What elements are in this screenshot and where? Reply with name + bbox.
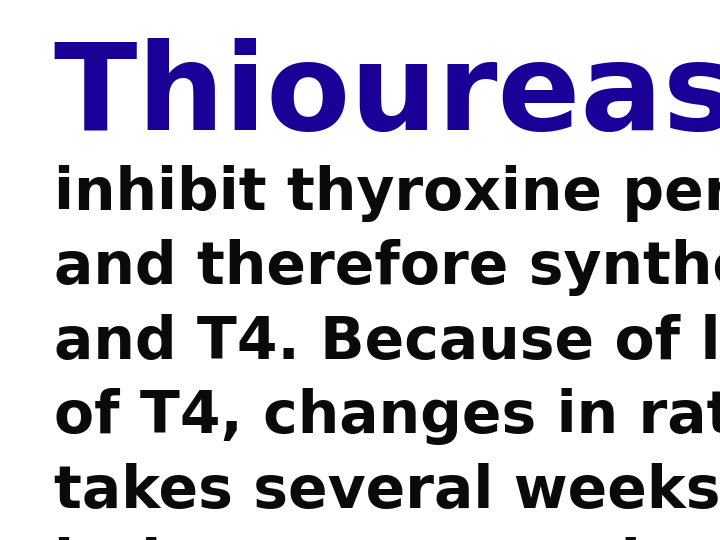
Text: Thioureas agent: Thioureas agent <box>54 38 720 156</box>
Text: lating concentrations to norm: lating concentrations to norm <box>54 537 720 540</box>
Text: inhibit thyroxine peroxidase,: inhibit thyroxine peroxidase, <box>54 165 720 222</box>
Text: of T4, changes in rate synthe-: of T4, changes in rate synthe- <box>54 388 720 446</box>
Text: takes several weeks to low ci-: takes several weeks to low ci- <box>54 463 720 520</box>
Text: and therefore synthesis of T3: and therefore synthesis of T3 <box>54 239 720 296</box>
Text: and T4. Because of long half-: and T4. Because of long half- <box>54 314 720 371</box>
